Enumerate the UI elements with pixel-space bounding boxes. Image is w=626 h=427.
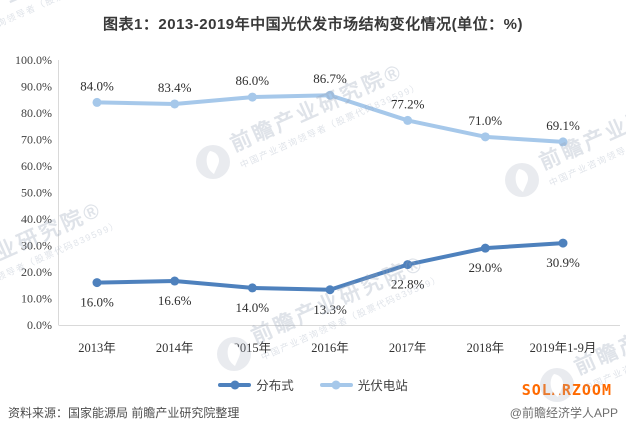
data-point-label: 16.0% bbox=[80, 295, 114, 310]
y-axis-tick-label: 30.0% bbox=[21, 239, 52, 253]
y-axis-tick-label: 40.0% bbox=[21, 212, 52, 226]
legend-line-marker-icon bbox=[319, 380, 353, 389]
data-point-label: 83.4% bbox=[158, 80, 192, 95]
data-point-marker bbox=[403, 260, 413, 270]
y-axis-tick-label: 0.0% bbox=[27, 318, 52, 332]
y-axis-tick-label: 50.0% bbox=[21, 186, 52, 200]
data-point-marker bbox=[170, 276, 180, 286]
data-point-label: 29.0% bbox=[469, 260, 503, 275]
solarzoom-logo: SOLARZOOM bbox=[521, 381, 612, 399]
chart-title: 图表1：2013-2019年中国光伏发市场结构变化情况(单位：%) bbox=[103, 16, 523, 33]
legend-item-分布式: 分布式 bbox=[218, 375, 294, 394]
x-axis-tick-label: 2019年1-9月 bbox=[530, 341, 597, 355]
legend-label: 分布式 bbox=[256, 379, 294, 393]
x-axis-tick-label: 2013年 bbox=[78, 341, 116, 355]
data-point-label: 13.3% bbox=[313, 302, 347, 317]
data-point-marker bbox=[480, 132, 490, 142]
y-axis-tick-label: 80.0% bbox=[21, 106, 52, 120]
data-point-marker bbox=[92, 278, 102, 288]
data-point-marker bbox=[247, 92, 257, 102]
data-point-marker bbox=[325, 90, 335, 100]
data-point-marker bbox=[247, 283, 257, 293]
data-point-marker bbox=[325, 285, 335, 295]
data-point-marker bbox=[558, 238, 568, 248]
y-axis-tick-label: 100.0% bbox=[15, 53, 52, 67]
x-axis-tick-label: 2015年 bbox=[234, 341, 272, 355]
x-axis-tick-label: 2014年 bbox=[156, 341, 194, 355]
legend-label: 光伏电站 bbox=[357, 379, 408, 393]
legend-line-marker-icon bbox=[218, 380, 252, 389]
x-axis-tick-label: 2016年 bbox=[311, 341, 349, 355]
y-axis-tick-label: 20.0% bbox=[21, 265, 52, 279]
data-point-label: 16.6% bbox=[158, 293, 192, 308]
y-axis-tick-label: 10.0% bbox=[21, 292, 52, 306]
data-point-label: 86.0% bbox=[236, 73, 270, 88]
data-point-label: 14.0% bbox=[236, 300, 270, 315]
y-axis-tick-label: 70.0% bbox=[21, 133, 52, 147]
data-point-marker bbox=[403, 115, 413, 125]
data-point-marker bbox=[480, 243, 490, 253]
data-point-label: 69.1% bbox=[546, 118, 580, 133]
data-point-label: 71.0% bbox=[469, 113, 503, 128]
y-axis-tick-label: 90.0% bbox=[21, 80, 52, 94]
legend-dot-icon bbox=[230, 380, 240, 389]
data-point-label: 86.7% bbox=[313, 71, 347, 86]
x-axis-tick-label: 2018年 bbox=[467, 341, 505, 355]
data-point-marker bbox=[170, 99, 180, 109]
chart-legend: 分布式 光伏电站 bbox=[0, 375, 626, 394]
data-point-label: 22.8% bbox=[391, 277, 425, 292]
x-axis-tick-label: 2017年 bbox=[389, 341, 427, 355]
data-source-note: 资料来源：国家能源局 前瞻产业研究院整理 bbox=[8, 406, 240, 420]
data-point-label: 77.2% bbox=[391, 96, 425, 111]
data-point-marker bbox=[92, 97, 102, 107]
data-point-label: 30.9% bbox=[546, 255, 580, 270]
data-point-marker bbox=[558, 137, 568, 147]
app-credit: @前瞻经济学人APP bbox=[509, 406, 618, 420]
line-chart-plot: 0.0% 10.0% 20.0% 30.0% 40.0% 50.0% 60.0% 70.0% 8… bbox=[15, 53, 620, 355]
y-axis-tick-label: 60.0% bbox=[21, 159, 52, 173]
data-point-label: 84.0% bbox=[80, 78, 114, 93]
legend-dot-icon bbox=[331, 380, 341, 389]
legend-item-光伏电站: 光伏电站 bbox=[319, 375, 408, 394]
